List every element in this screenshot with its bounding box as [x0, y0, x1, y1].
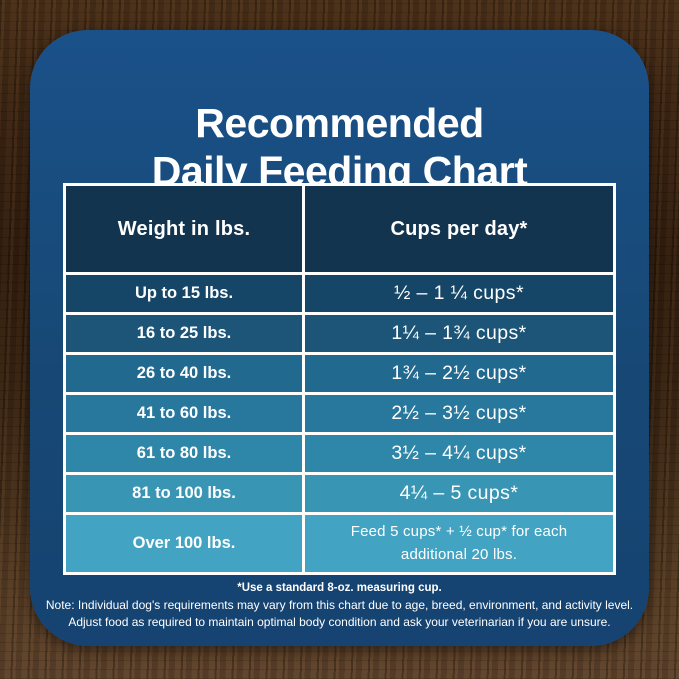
cups-value: Feed 5 cups* + ½ cup* for each additiona…: [305, 515, 613, 572]
table-row: 81 to 100 lbs. 4¼ – 5 cups*: [66, 475, 613, 512]
weight-value: 16 to 25 lbs.: [66, 315, 302, 352]
cups-value: 4¼ – 5 cups*: [305, 475, 613, 512]
header-weight: Weight in lbs.: [66, 186, 302, 272]
blue-rounded-panel: Recommended Daily Feeding Chart Weight i…: [30, 30, 649, 646]
weight-value: 41 to 60 lbs.: [66, 395, 302, 432]
weight-value: Over 100 lbs.: [66, 515, 302, 572]
cups-value: ½ – 1 ¼ cups*: [305, 275, 613, 312]
table-row: 41 to 60 lbs. 2½ – 3½ cups*: [66, 395, 613, 432]
weight-value: 61 to 80 lbs.: [66, 435, 302, 472]
cups-value: 2½ – 3½ cups*: [305, 395, 613, 432]
weight-value: 26 to 40 lbs.: [66, 355, 302, 392]
feeding-table: Weight in lbs. Cups per day* Up to 15 lb…: [63, 183, 616, 575]
footnotes: *Use a standard 8-oz. measuring cup. Not…: [40, 582, 639, 632]
page-title: Recommended Daily Feeding Chart: [30, 100, 649, 195]
measuring-cup-note: *Use a standard 8-oz. measuring cup.: [237, 582, 442, 594]
requirements-note-line1: Note: Individual dog's requirements may …: [45, 598, 634, 612]
table-row: Up to 15 lbs. ½ – 1 ¼ cups*: [66, 275, 613, 312]
table-header-row: Weight in lbs. Cups per day*: [66, 186, 613, 272]
weight-value: Up to 15 lbs.: [66, 275, 302, 312]
table-row: Over 100 lbs. Feed 5 cups* + ½ cup* for …: [66, 515, 613, 572]
page-title-line1: Recommended: [195, 100, 484, 146]
cups-value: 3½ – 4¼ cups*: [305, 435, 613, 472]
cups-value: 1¾ – 2½ cups*: [305, 355, 613, 392]
table-row: 16 to 25 lbs. 1¼ – 1¾ cups*: [66, 315, 613, 352]
requirements-note-line2: Adjust food as required to maintain opti…: [68, 615, 611, 630]
cups-value: 1¼ – 1¾ cups*: [305, 315, 613, 352]
table-row: 26 to 40 lbs. 1¾ – 2½ cups*: [66, 355, 613, 392]
header-cups: Cups per day*: [305, 186, 613, 272]
table-row: 61 to 80 lbs. 3½ – 4¼ cups*: [66, 435, 613, 472]
weight-value: 81 to 100 lbs.: [66, 475, 302, 512]
